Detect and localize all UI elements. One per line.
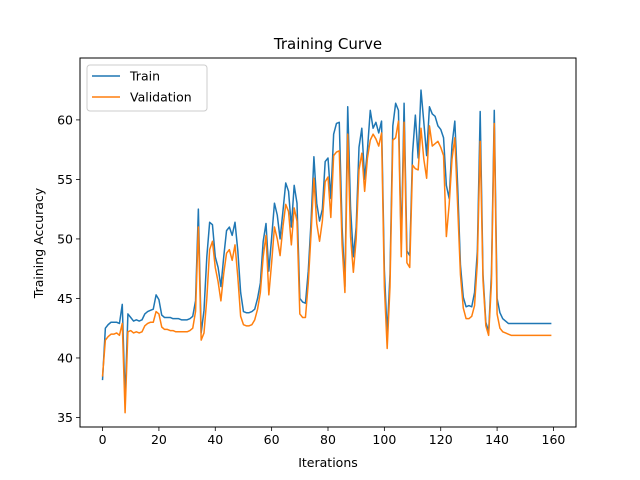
series-line-train: [101, 89, 552, 401]
x-tick-label: 120: [429, 432, 453, 447]
y-axis: 35 40 45 50 55 60: [57, 112, 80, 425]
y-axis-label: Training Accuracy: [31, 187, 46, 299]
x-tick-label: 140: [485, 432, 509, 447]
chart-title: Training Curve: [273, 35, 382, 53]
x-tick-label: 160: [542, 432, 566, 447]
x-axis-label: Iterations: [298, 455, 358, 470]
y-tick-label: 35: [57, 410, 73, 425]
y-tick-label: 45: [57, 291, 73, 306]
x-tick-label: 40: [207, 432, 223, 447]
series-layer: [101, 89, 552, 414]
series-line-validation: [101, 120, 552, 414]
x-axis: 0 20 40 60 80 100 120 140 160: [99, 427, 566, 447]
x-tick-label: 60: [264, 432, 280, 447]
legend-label-train: Train: [129, 69, 160, 84]
y-tick-label: 55: [57, 172, 73, 187]
x-tick-label: 20: [151, 432, 167, 447]
y-tick-label: 60: [57, 112, 73, 127]
x-tick-label: 80: [320, 432, 336, 447]
legend-label-validation: Validation: [130, 90, 192, 105]
x-tick-label: 0: [99, 432, 107, 447]
y-tick-label: 50: [57, 231, 73, 246]
legend: Train Validation: [86, 64, 208, 112]
y-tick-label: 40: [57, 350, 73, 365]
x-tick-label: 100: [372, 432, 396, 447]
